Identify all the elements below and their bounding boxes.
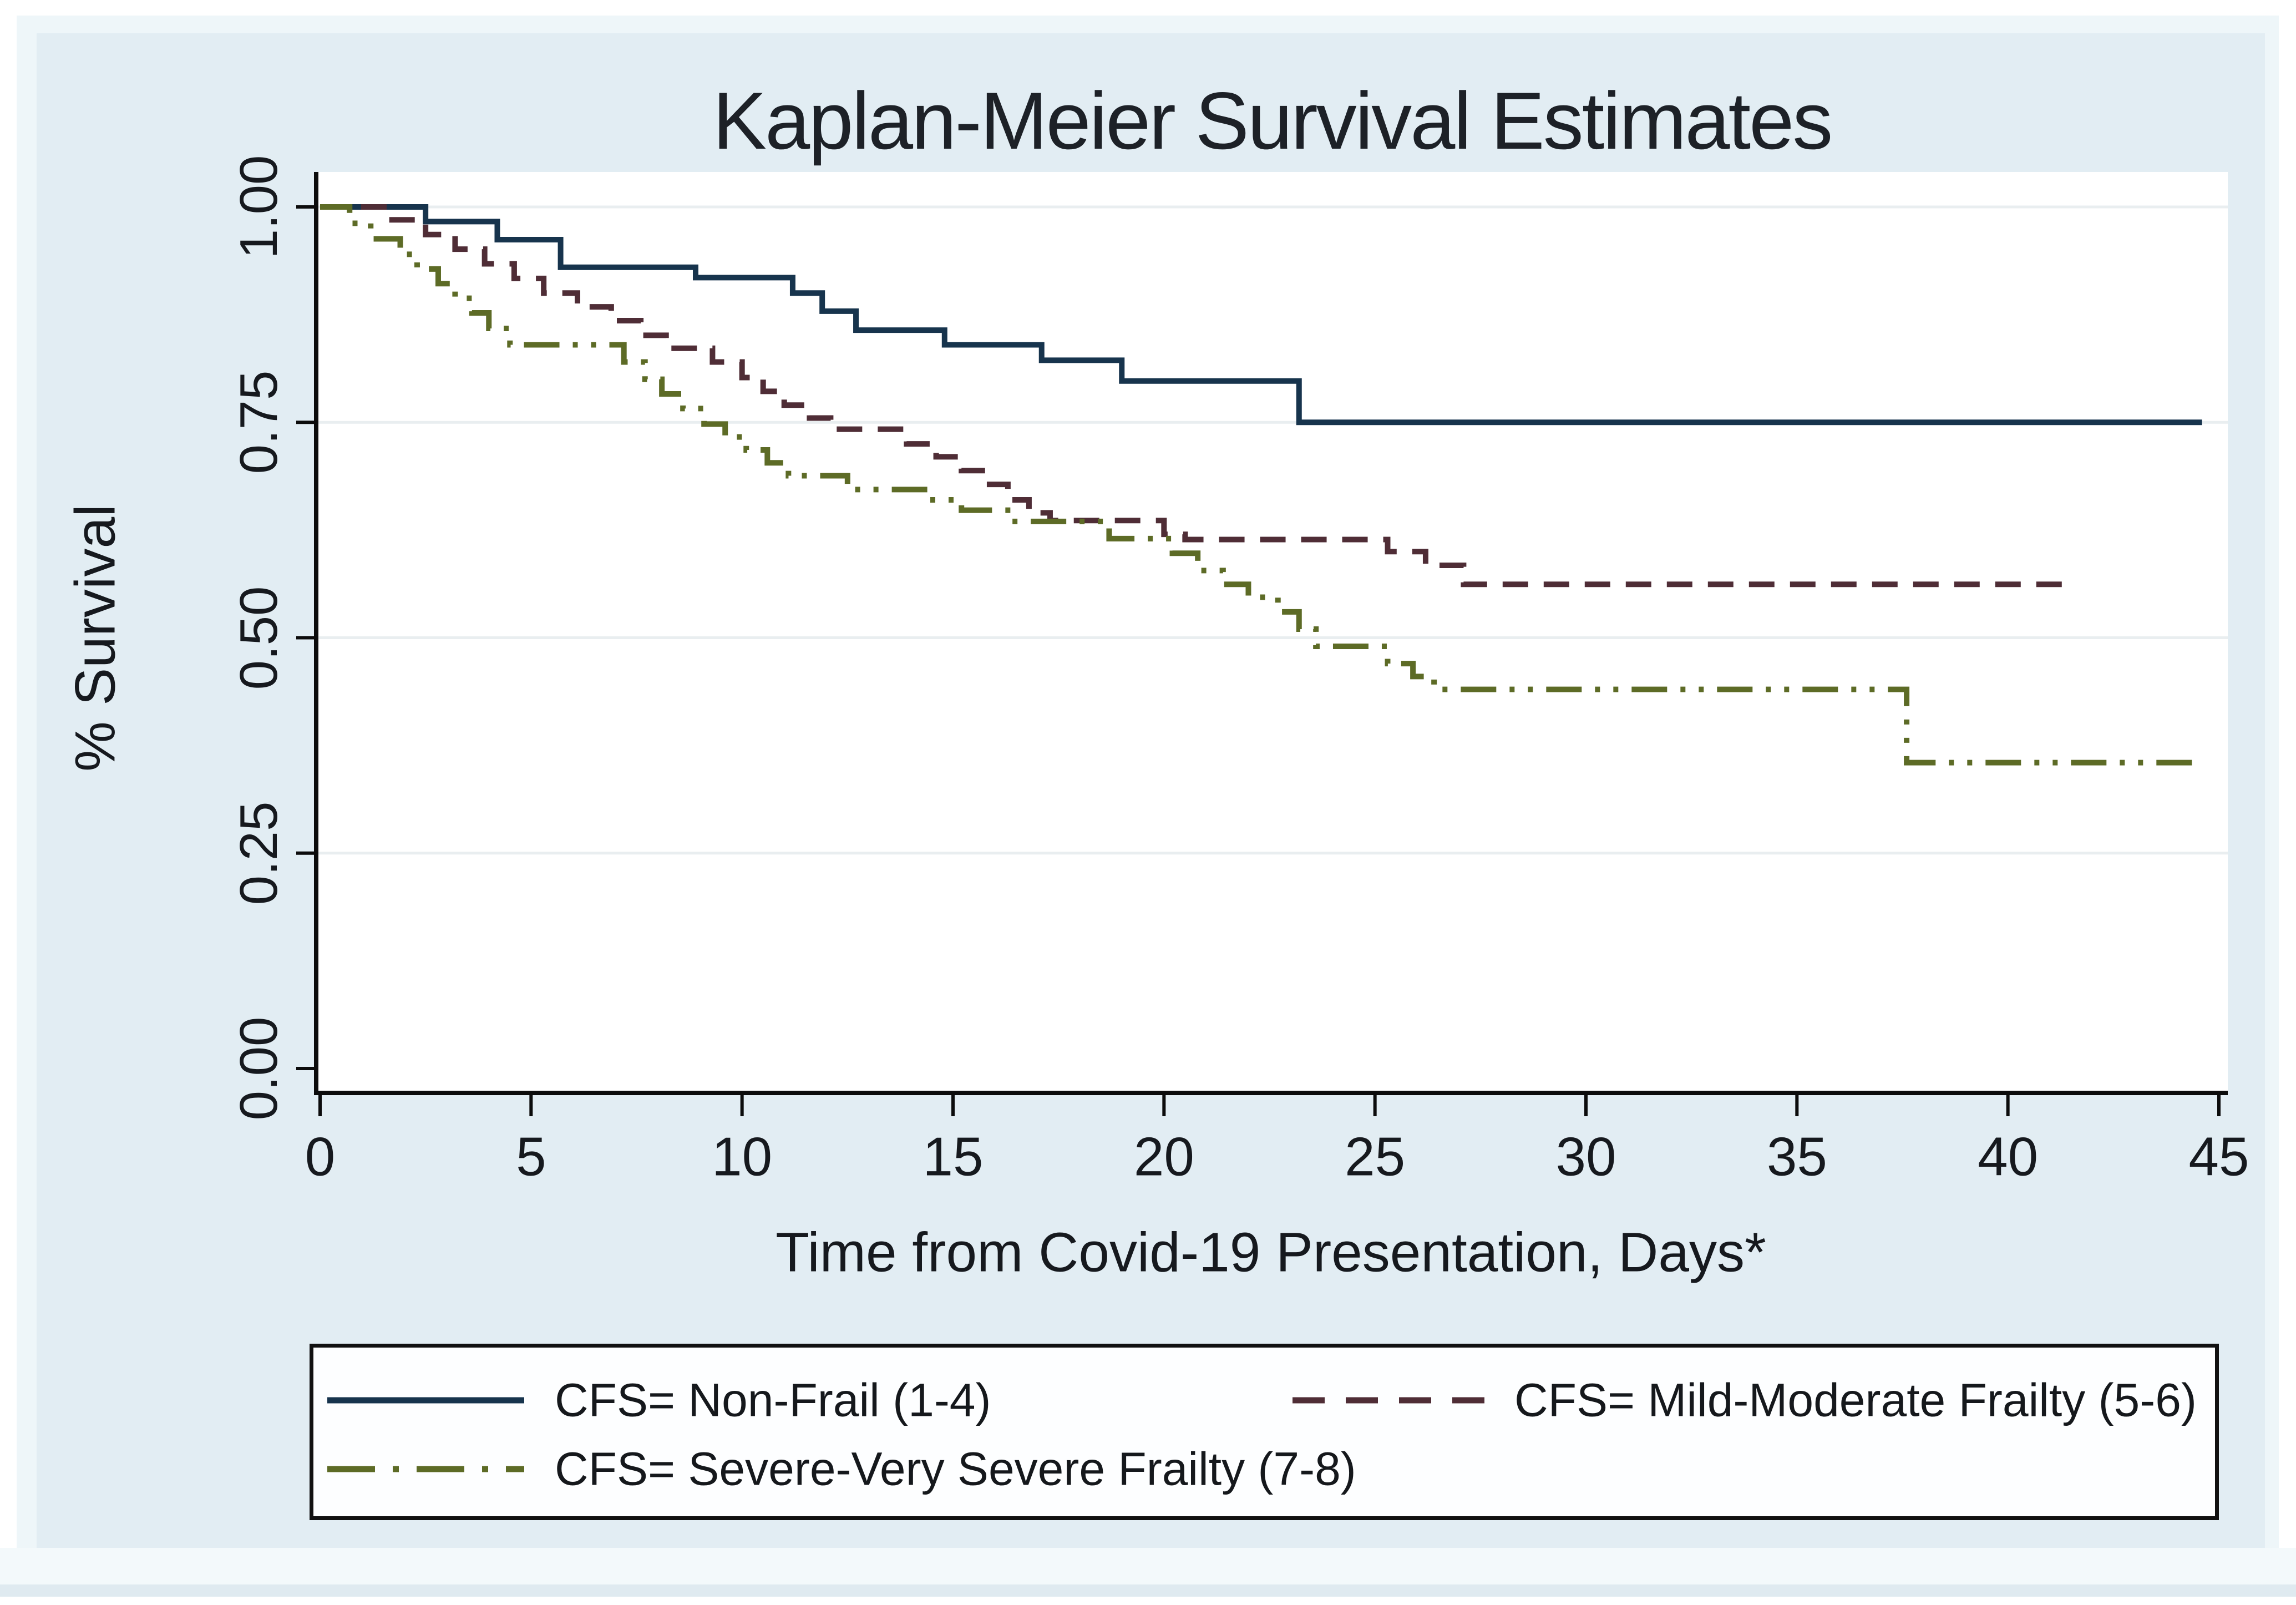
legend-box [310,1344,2219,1520]
legend-label-severe: CFS= Severe-Very Severe Frailty (7-8) [555,1442,1356,1495]
x-axis-title: Time from Covid-19 Presentation, Days* [776,1221,1766,1284]
survival-curve-cfs-severe-very-severe-frailty-7-8 [320,204,2202,766]
x-tick-label: 5 [516,1126,546,1187]
x-tick-label: 45 [2188,1126,2249,1187]
below-panel-area [0,1548,2296,1584]
x-tick-label: 30 [1555,1126,1616,1187]
survival-curve-cfs-mild-moderate-frailty-5-6 [320,204,2076,588]
x-tick-label: 40 [1978,1126,2039,1187]
x-tick-label: 35 [1766,1126,1827,1187]
legend-label-mild-moderate: CFS= Mild-Moderate Frailty (5-6) [1514,1374,2197,1426]
plot-area-background [314,172,2228,1095]
x-tick-label: 0 [305,1126,336,1187]
x-tick-label: 10 [712,1126,773,1187]
legend-label-non-frail: CFS= Non-Frail (1-4) [555,1374,991,1426]
survival-curve-cfs-non-frail-1-4 [320,204,2202,426]
axes [314,172,2228,1095]
bottom-edge-strip [0,1584,2296,1597]
tick-marks [296,205,2221,1116]
x-tick-label: 25 [1345,1126,1406,1187]
survival-curves [320,204,2202,766]
chart-title: Kaplan-Meier Survival Estimates [712,75,1833,166]
x-tick-label: 20 [1133,1126,1194,1187]
x-tick-label: 15 [923,1126,984,1187]
